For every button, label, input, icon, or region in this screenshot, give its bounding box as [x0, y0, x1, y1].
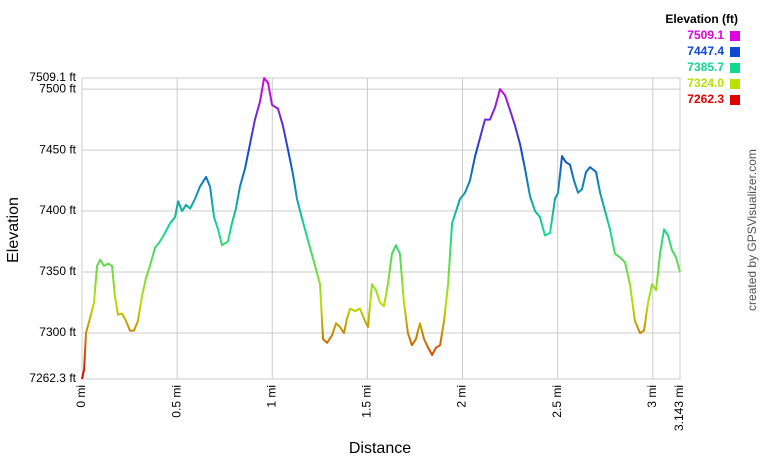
y-axis-label: Elevation	[5, 197, 22, 263]
legend-swatch	[730, 31, 740, 41]
credit: created by GPSVisualizer.com	[745, 149, 759, 311]
x-tick-label: 0 mi	[74, 385, 88, 408]
y-tick-label: 7350 ft	[39, 264, 76, 278]
legend-label: 7262.3	[687, 92, 724, 106]
y-tick-label: 7450 ft	[39, 142, 76, 156]
plot-frame	[81, 77, 681, 380]
x-tick-label: 2 mi	[455, 385, 469, 408]
legend-label: 7385.7	[687, 60, 724, 74]
y-tick-label: 7300 ft	[39, 325, 76, 339]
legend-swatch	[730, 79, 740, 89]
legend-swatch	[730, 63, 740, 73]
legend-label: 7324.0	[687, 76, 724, 90]
y-tick-label: 7400 ft	[39, 203, 76, 217]
x-tick-label: 3 mi	[645, 385, 659, 408]
y-tick-label: 7500 ft	[39, 81, 76, 95]
legend-swatch	[730, 95, 740, 105]
x-tick-label: 2.5 mi	[550, 385, 564, 418]
x-tick-label: 3.143 mi	[672, 385, 686, 431]
legend-label: 7447.4	[687, 44, 724, 58]
legend-label: 7509.1	[687, 28, 724, 42]
y-tick-label: 7262.3 ft	[29, 371, 76, 385]
x-tick-label: 1.5 mi	[360, 385, 374, 418]
x-tick-label: 1 mi	[264, 385, 278, 408]
legend-title: Elevation (ft)	[665, 12, 738, 26]
x-tick-label: 0.5 mi	[169, 385, 183, 418]
x-axis-label: Distance	[349, 440, 411, 457]
elevation-line	[81, 77, 681, 380]
legend-swatch	[730, 47, 740, 57]
y-tick-label: 7509.1 ft	[29, 70, 76, 84]
